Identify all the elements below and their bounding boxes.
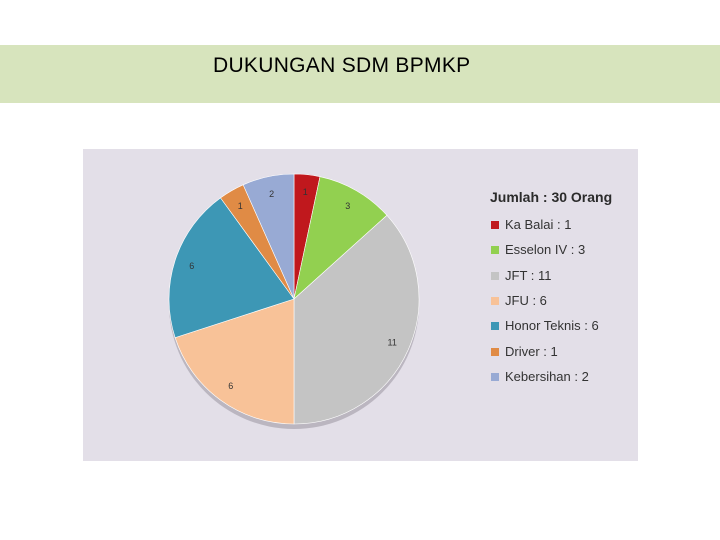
legend-swatch — [491, 221, 499, 229]
legend-title: Jumlah : 30 Orang — [490, 189, 613, 205]
legend-label: Esselon IV : 3 — [505, 242, 586, 258]
chart-panel: 1 3 11 6 6 1 2 Jumlah : 30 Orang Ka Balai : 1 E… — [83, 149, 638, 461]
title-bar — [0, 45, 720, 103]
pie-data-label: 2 — [269, 189, 274, 199]
pie-data-label: 1 — [238, 201, 243, 211]
pie-data-label: 1 — [303, 187, 308, 197]
legend-swatch — [491, 322, 499, 331]
legend-label: JFU : 6 — [505, 292, 547, 308]
pie-slice — [242, 173, 295, 300]
pie-data-label: 11 — [388, 338, 397, 348]
slide-title: DUKUNGAN SDM BPMKP — [213, 54, 471, 77]
legend-swatch — [491, 296, 499, 305]
pie-slice — [293, 214, 420, 425]
pie-data-label: 6 — [189, 261, 194, 271]
legend-label: Kebersihan : 2 — [505, 368, 589, 384]
legend-label: Ka Balai : 1 — [505, 217, 572, 232]
legend-swatch — [491, 271, 499, 280]
pie-data-label: 6 — [228, 381, 233, 391]
pie-data-label: 3 — [345, 201, 350, 211]
legend-label: Driver : 1 — [505, 343, 558, 359]
legend-swatch — [491, 347, 499, 356]
pie-slice — [168, 197, 295, 339]
pie-slice — [293, 176, 388, 300]
legend-label: Honor Teknis : 6 — [505, 318, 599, 334]
legend-label: JFT : 11 — [505, 267, 552, 283]
pie-chart: 1 3 11 6 6 1 2 — [168, 173, 420, 429]
pie-slice — [174, 298, 295, 425]
legend-swatch — [491, 246, 499, 255]
legend-swatch — [491, 372, 499, 381]
